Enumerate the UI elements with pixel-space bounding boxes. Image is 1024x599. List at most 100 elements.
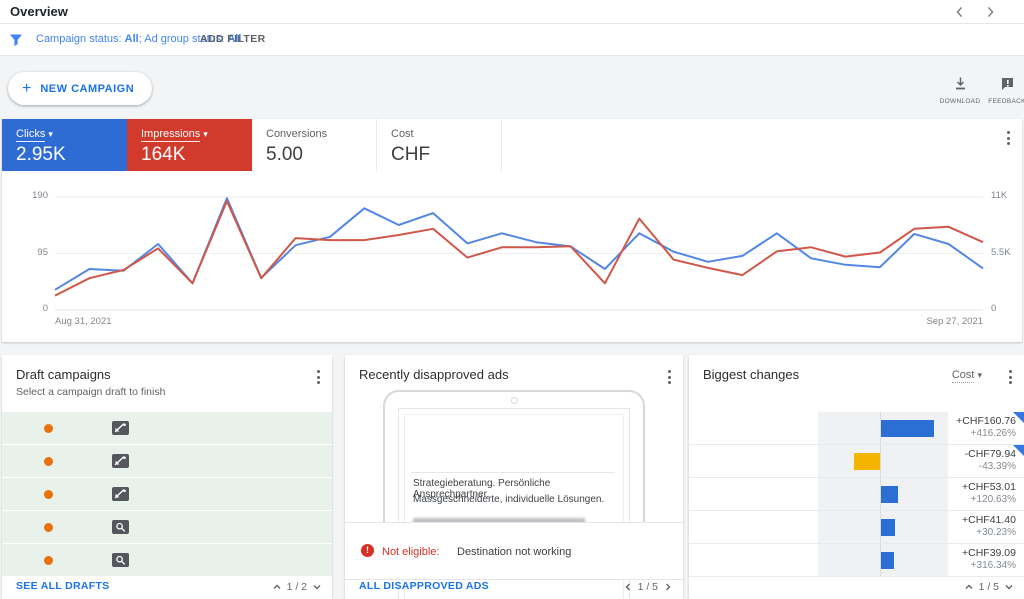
disapproved-menu-button[interactable] bbox=[666, 368, 673, 386]
caret-down-icon: ▾ bbox=[48, 129, 53, 139]
change-value: +CHF39.09 bbox=[962, 547, 1016, 559]
plus-icon: + bbox=[22, 79, 32, 97]
chevron-down-icon[interactable] bbox=[1004, 582, 1014, 592]
all-disapproved-ads-link[interactable]: ALL DISAPPROVED ADS bbox=[359, 580, 489, 592]
chevron-left-icon[interactable] bbox=[952, 4, 968, 20]
campaign-type-icon bbox=[112, 421, 129, 435]
filter-bar: Campaign status: All; Ad group status: A… bbox=[0, 24, 1024, 56]
left-axis-tick: 95 bbox=[37, 246, 48, 258]
new-change-corner-icon bbox=[1013, 412, 1024, 423]
page-indicator: 1 / 5 bbox=[978, 581, 999, 593]
see-all-drafts-link[interactable]: SEE ALL DRAFTS bbox=[16, 580, 110, 592]
changes-menu-button[interactable] bbox=[1007, 368, 1014, 386]
metric-selector-dropdown[interactable]: Cost ▾ bbox=[951, 369, 982, 383]
feedback-button[interactable]: FEEDBACK bbox=[985, 76, 1024, 105]
filter-separator: ; bbox=[138, 33, 142, 45]
drafts-menu-button[interactable] bbox=[315, 368, 322, 386]
draft-row[interactable] bbox=[2, 544, 332, 576]
card-subtitle: Select a campaign draft to finish bbox=[16, 386, 166, 398]
not-eligible-label: Not eligible: bbox=[382, 546, 440, 558]
metric-value: 164K bbox=[141, 144, 186, 165]
left-axis-tick: 0 bbox=[42, 303, 48, 314]
change-row[interactable]: -CHF79.94 -43.39% bbox=[689, 445, 1024, 478]
change-bar bbox=[881, 420, 935, 437]
top-bar: Overview bbox=[0, 0, 1024, 24]
chart-menu-button[interactable] bbox=[1005, 129, 1012, 147]
chevron-right-icon[interactable] bbox=[982, 4, 998, 20]
change-percent: +30.23% bbox=[976, 527, 1016, 538]
paused-status-icon bbox=[44, 556, 53, 565]
chevron-up-icon[interactable] bbox=[272, 582, 282, 592]
add-filter-button[interactable]: ADD FILTER bbox=[200, 33, 266, 45]
right-axis-tick: 0 bbox=[991, 303, 997, 314]
campaign-type-icon bbox=[112, 520, 129, 534]
change-percent: +316.34% bbox=[970, 560, 1016, 571]
draft-row[interactable] bbox=[2, 511, 332, 543]
campaign-status-label: Campaign status: bbox=[36, 33, 122, 45]
change-percent: -43.39% bbox=[978, 461, 1016, 472]
change-row[interactable]: +CHF41.40 +30.23% bbox=[689, 511, 1024, 544]
change-row[interactable]: +CHF160.76 +416.26% bbox=[689, 412, 1024, 445]
status-filter-chip[interactable]: Campaign status: All; Ad group status: A… bbox=[36, 33, 241, 45]
change-row[interactable]: +CHF53.01 +120.63% bbox=[689, 478, 1024, 511]
draft-row[interactable] bbox=[2, 478, 332, 510]
metric-card-clicks[interactable]: Clicks ▾ 2.95K bbox=[2, 119, 127, 171]
metric-value: CHF bbox=[391, 144, 431, 165]
series-line-clicks bbox=[54, 197, 984, 291]
draft-row[interactable] bbox=[2, 412, 332, 444]
paused-status-icon bbox=[44, 490, 53, 499]
download-label: DOWNLOAD bbox=[939, 98, 981, 105]
change-percent: +416.26% bbox=[970, 428, 1016, 439]
new-campaign-button[interactable]: + NEW CAMPAIGN bbox=[8, 72, 153, 105]
metric-card-conversions[interactable]: Conversions 5.00 bbox=[252, 119, 377, 171]
metric-label: Clicks bbox=[16, 128, 46, 142]
ad-description-line2: Massgeschneiderte, individuelle Lösungen… bbox=[413, 494, 605, 505]
change-row[interactable]: +CHF39.09 +316.34% bbox=[689, 544, 1024, 577]
draft-row[interactable] bbox=[2, 445, 332, 477]
timeseries-chart[interactable] bbox=[2, 119, 1022, 342]
page-title: Overview bbox=[10, 4, 68, 19]
download-icon bbox=[955, 77, 965, 90]
metric-label: Impressions bbox=[141, 128, 201, 142]
not-eligible-icon: ! bbox=[361, 544, 374, 557]
adgroup-status-value: All bbox=[227, 33, 242, 45]
disapproved-ads-card: Recently disapproved ads Strategieberatu… bbox=[345, 355, 683, 599]
metric-label: Cost bbox=[391, 128, 414, 140]
page-indicator: 1 / 5 bbox=[637, 581, 658, 593]
filter-icon bbox=[9, 33, 23, 52]
change-value: +CHF160.76 bbox=[956, 415, 1016, 427]
change-bar bbox=[881, 552, 894, 569]
chevron-right-icon[interactable] bbox=[663, 582, 673, 592]
draft-campaigns-card: Draft campaigns Select a campaign draft … bbox=[2, 355, 332, 599]
paused-status-icon bbox=[44, 523, 53, 532]
ad-status-panel: ! Not eligible: Destination not working bbox=[345, 522, 683, 580]
card-title: Draft campaigns bbox=[16, 367, 111, 382]
caret-down-icon: ▾ bbox=[977, 370, 982, 380]
right-axis-tick: 11K bbox=[991, 190, 1008, 201]
series-line-impressions bbox=[54, 200, 984, 297]
campaign-type-icon bbox=[112, 487, 129, 501]
disapproval-reason: Destination not working bbox=[457, 546, 572, 558]
chevron-up-icon[interactable] bbox=[964, 582, 974, 592]
change-bar bbox=[881, 486, 899, 503]
campaign-type-icon bbox=[112, 553, 129, 567]
change-value: +CHF41.40 bbox=[962, 514, 1016, 526]
chevron-left-icon[interactable] bbox=[623, 582, 633, 592]
device-camera-dot bbox=[511, 397, 518, 404]
device-screen bbox=[398, 408, 630, 599]
change-bar bbox=[881, 519, 895, 536]
chevron-down-icon[interactable] bbox=[312, 582, 322, 592]
new-campaign-label: NEW CAMPAIGN bbox=[40, 82, 135, 95]
performance-chart-card: Clicks ▾ 2.95K Impressions ▾ 164K Conversi… bbox=[2, 119, 1022, 342]
metric-card-cost[interactable]: Cost CHF bbox=[377, 119, 502, 171]
paused-status-icon bbox=[44, 424, 53, 433]
draft-list bbox=[2, 412, 332, 577]
new-change-corner-icon bbox=[1013, 445, 1024, 456]
paused-status-icon bbox=[44, 457, 53, 466]
download-button[interactable]: DOWNLOAD bbox=[938, 76, 982, 105]
ad-divider bbox=[411, 472, 615, 473]
metric-card-impressions[interactable]: Impressions ▾ 164K bbox=[127, 119, 252, 171]
feedback-label: FEEDBACK bbox=[988, 98, 1024, 105]
metric-value: 5.00 bbox=[266, 144, 303, 165]
